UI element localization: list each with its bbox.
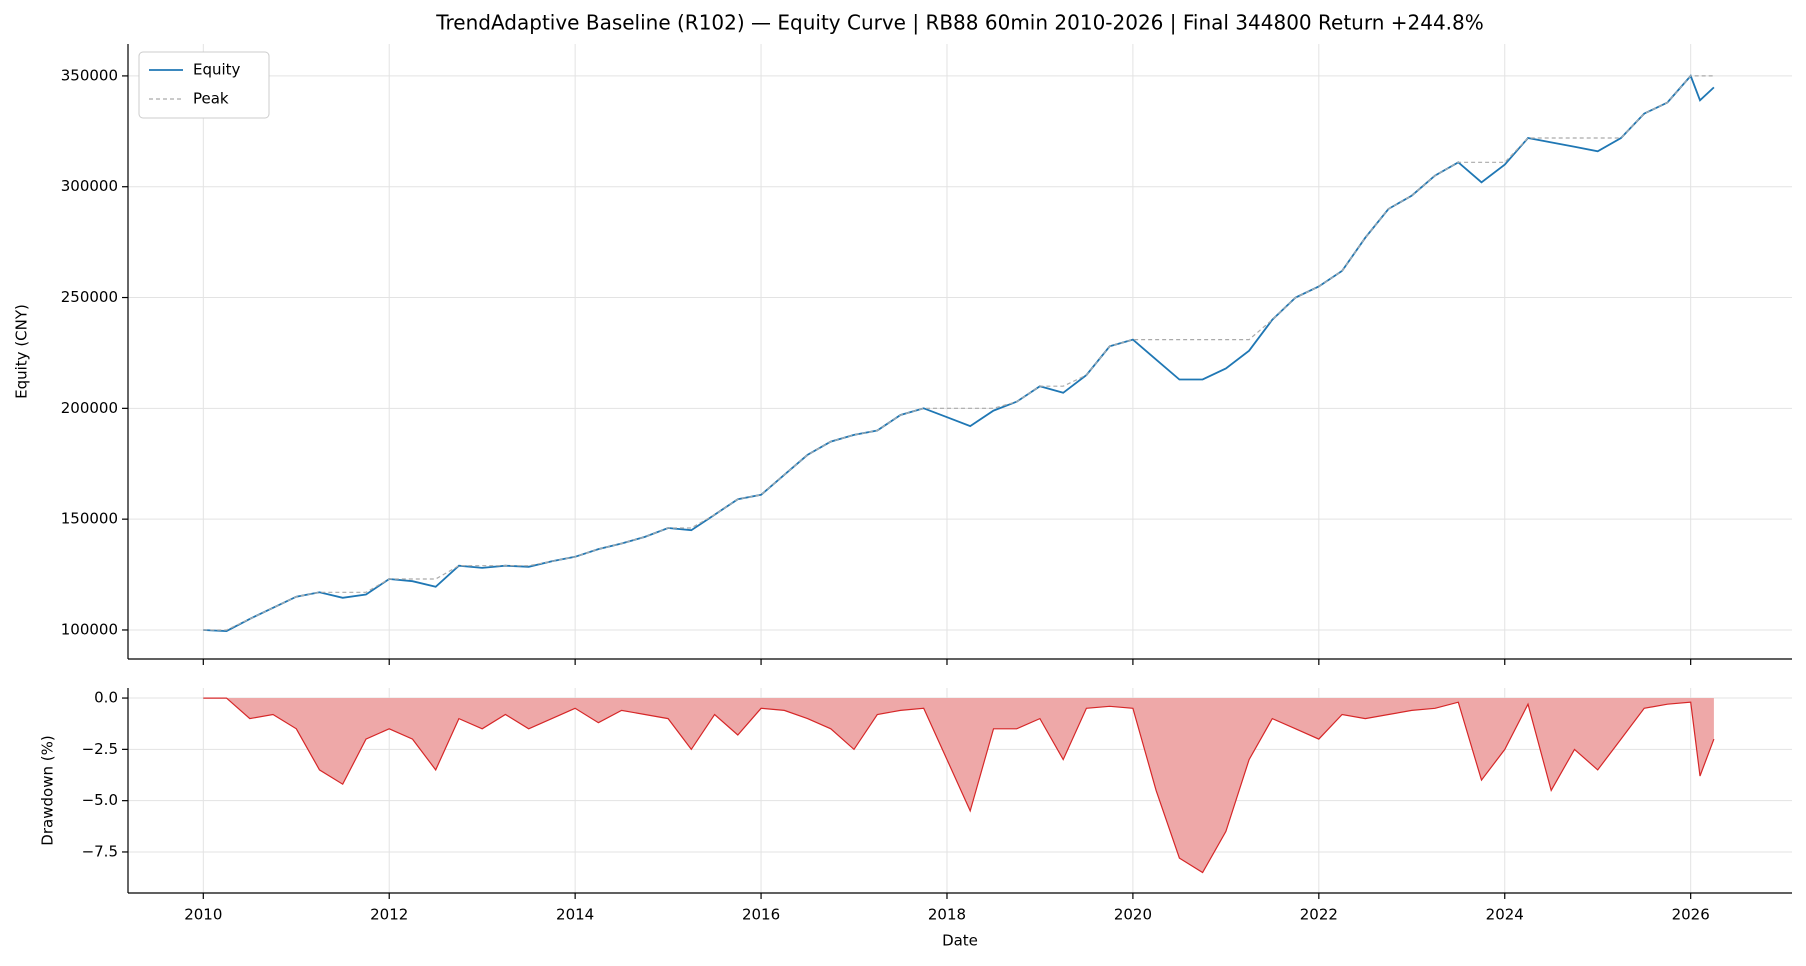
x-tick-label: 2020	[1114, 906, 1152, 924]
x-tick-label: 2026	[1672, 906, 1710, 924]
drawdown-line	[203, 697, 1715, 874]
y-tick-label: 250000	[61, 288, 118, 306]
series-line	[203, 74, 1715, 633]
drawdown-area	[203, 698, 1714, 873]
y-tick-label: 150000	[61, 510, 118, 528]
y-tick-label: 350000	[61, 66, 118, 84]
x-tick-label: 2010	[184, 906, 222, 924]
y-tick-label: 0.0	[94, 689, 118, 707]
y-tick-label: 300000	[61, 177, 118, 195]
chart-title: TrendAdaptive Baseline (R102) — Equity C…	[435, 11, 1484, 35]
x-tick-label: 2014	[556, 906, 594, 924]
legend-label: Equity	[193, 61, 241, 79]
y-tick-label: 200000	[61, 399, 118, 417]
y-axis-label: Equity (CNY)	[13, 304, 31, 399]
series-line	[203, 75, 1714, 631]
x-tick-label: 2022	[1300, 906, 1338, 924]
legend-label: Peak	[193, 90, 229, 108]
legend-box	[138, 51, 270, 119]
x-tick-label: 2012	[370, 906, 408, 924]
y-tick-label: 100000	[61, 620, 118, 638]
x-tick-label: 2018	[928, 906, 966, 924]
x-tick-label: 2024	[1486, 906, 1524, 924]
y-tick-label: −2.5	[82, 740, 118, 758]
x-axis-label: Date	[942, 932, 978, 950]
y-tick-label: −7.5	[82, 842, 118, 860]
x-tick-label: 2016	[742, 906, 780, 924]
y-tick-label: −5.0	[82, 791, 118, 809]
y-axis-label: Drawdown (%)	[39, 735, 57, 845]
